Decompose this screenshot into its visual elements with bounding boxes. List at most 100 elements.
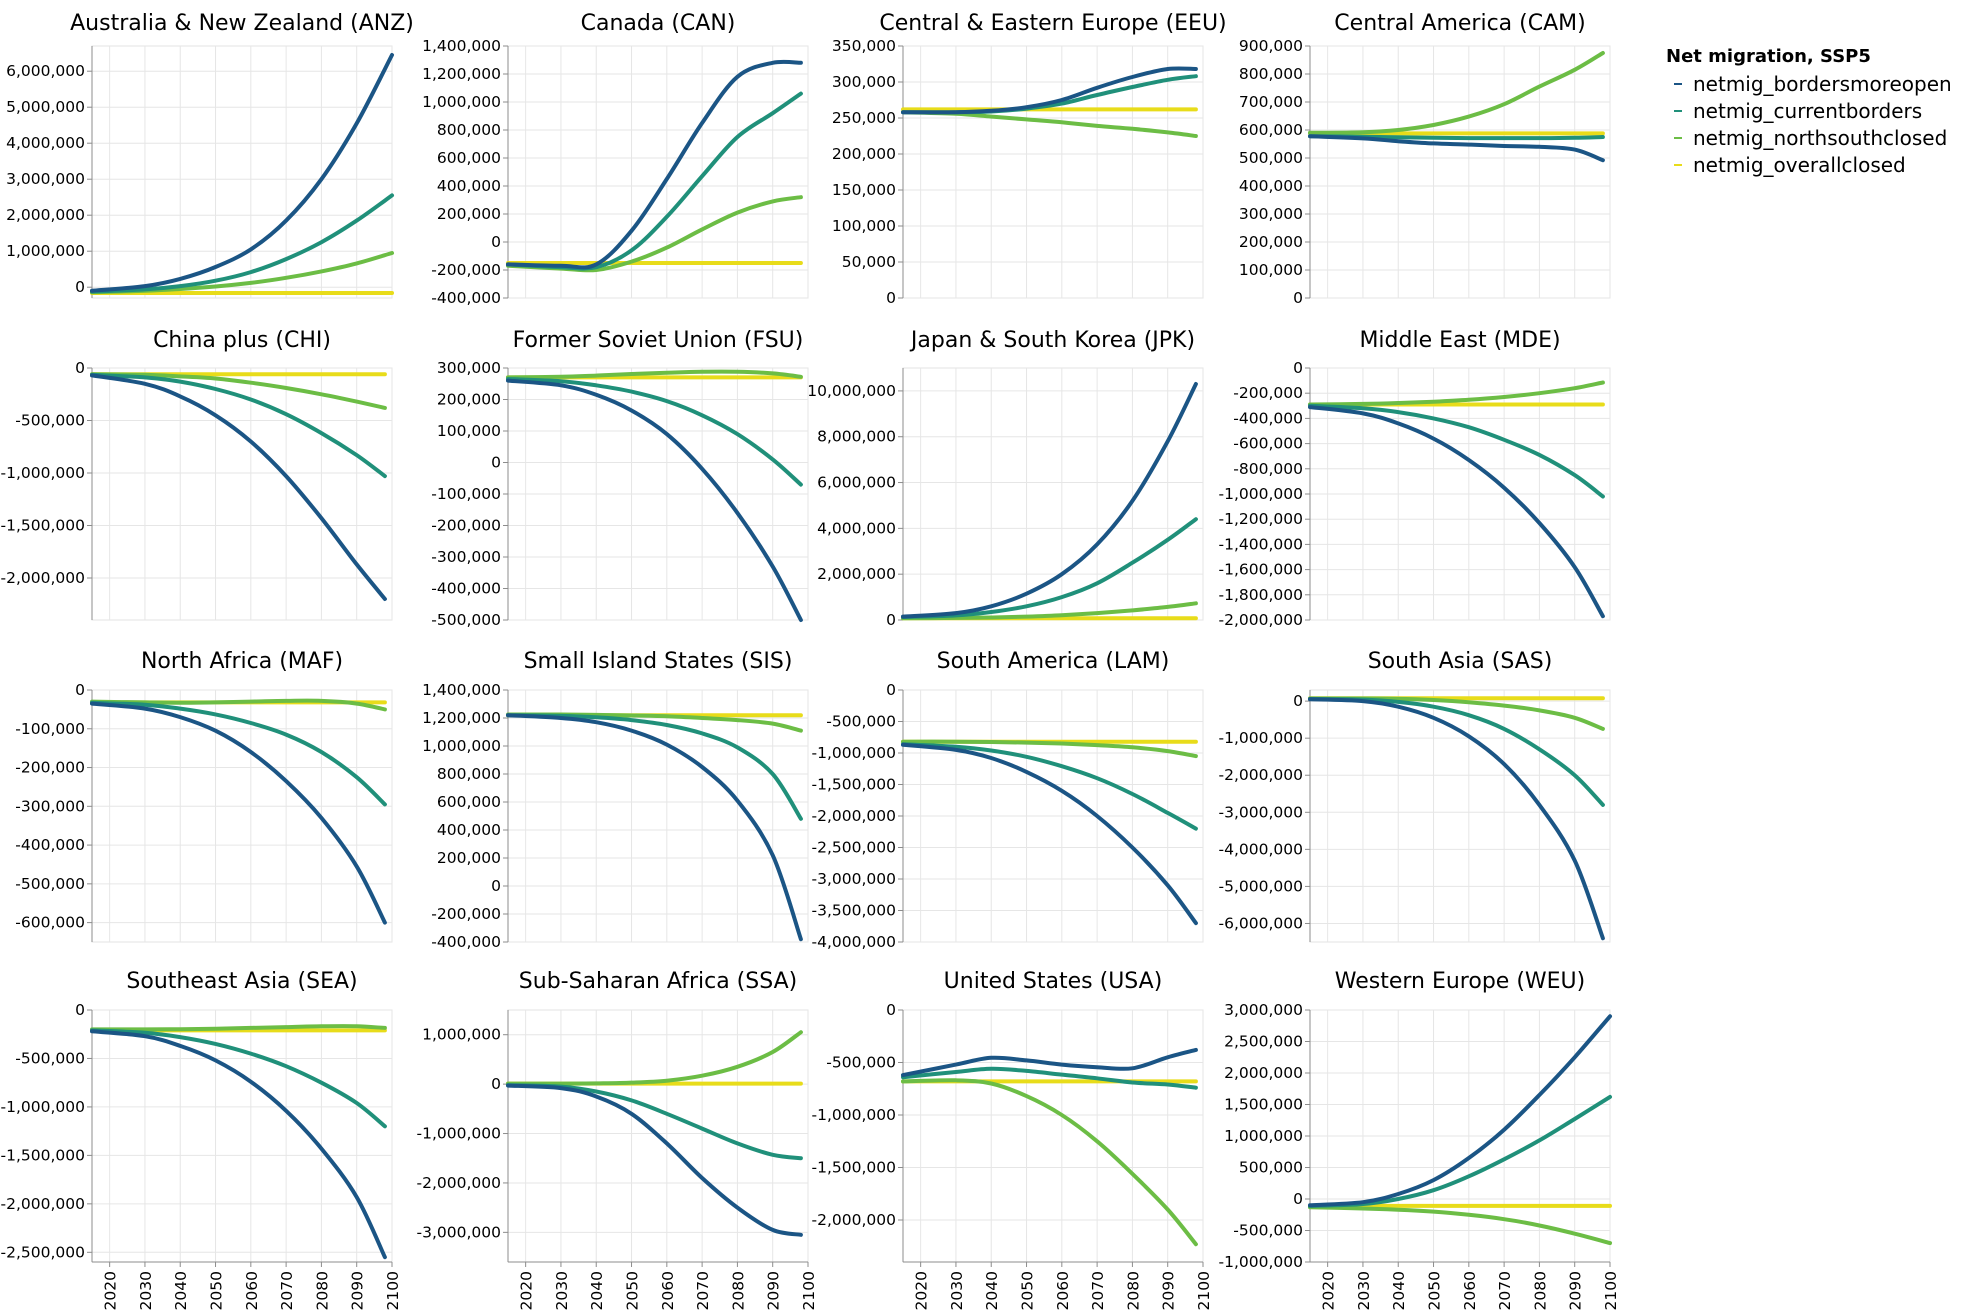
panel-12: -2,500,000 -2,000,000 -1,500,000 -1,000,000… <box>1 969 402 1310</box>
series-line-bordersmoreopen <box>90 53 394 293</box>
series-line-northsouthclosed <box>901 739 1198 759</box>
y-tick-label: -400,000 <box>431 289 501 307</box>
x-tick-label: 2040 <box>588 1271 606 1310</box>
y-tick-label: 1,200,000 <box>422 709 501 727</box>
y-tick-label: 1,000,000 <box>1224 1127 1303 1145</box>
y-tick-label: 0 <box>491 877 501 895</box>
series-line-bordersmoreopen <box>901 742 1198 926</box>
panel-10: -4,000,000 -3,500,000 -3,000,000 -2,500,000… <box>812 649 1204 951</box>
y-tick-label: 6,000,000 <box>6 62 85 80</box>
y-tick-label: -400,000 <box>1233 409 1303 427</box>
series-line-currentborders <box>90 700 387 807</box>
y-tick-label: -300,000 <box>431 548 501 566</box>
x-tick-label: 2080 <box>729 1271 747 1310</box>
y-tick-label: 1,000,000 <box>6 242 85 260</box>
y-tick-label: -1,500,000 <box>1 1146 85 1164</box>
y-tick-label: -200,000 <box>431 261 501 279</box>
y-tick-label: 500,000 <box>1239 149 1303 167</box>
legend-item-overallclosed: netmig_overallclosed <box>1693 153 1906 177</box>
y-tick-label: 0 <box>886 1001 896 1019</box>
panel-2: 0 50,000 100,000 150,000 200,000 250,000 300,0… <box>832 11 1227 307</box>
series-line-northsouthclosed <box>506 195 803 273</box>
y-tick-label: 2,000,000 <box>6 206 85 224</box>
y-tick-label: 100,000 <box>437 422 501 440</box>
plot-frame <box>91 689 393 943</box>
x-tick-label: 2030 <box>553 1271 571 1310</box>
y-tick-label: 0 <box>75 681 85 699</box>
series-line-bordersmoreopen <box>1308 1014 1612 1208</box>
y-tick-label: -3,000,000 <box>417 1223 501 1241</box>
y-tick-label: 400,000 <box>437 177 501 195</box>
y-tick-label: 1,500,000 <box>1224 1096 1303 1114</box>
x-tick-label: 2090 <box>765 1271 783 1310</box>
series-line-currentborders <box>90 193 394 294</box>
panel-title: Canada (CAN) <box>581 11 736 36</box>
series-line-currentborders <box>901 1066 1198 1090</box>
y-tick-label: -2,000,000 <box>812 807 896 825</box>
legend-item-northsouthclosed: netmig_northsouthclosed <box>1693 126 1947 150</box>
panel-title: South America (LAM) <box>937 649 1170 674</box>
plot-frame <box>902 45 1204 299</box>
series-line-bordersmoreopen <box>901 66 1198 115</box>
y-tick-label: 100,000 <box>832 217 896 235</box>
x-tick-label: 2050 <box>208 1271 226 1310</box>
panel-9: -400,000 -200,000 0 200,000 400,000 600,000 80… <box>422 649 809 951</box>
series-line-bordersmoreopen <box>506 378 803 622</box>
y-tick-label: 250,000 <box>832 109 896 127</box>
y-tick-label: 0 <box>75 1001 85 1019</box>
y-tick-label: -1,500,000 <box>1 517 85 535</box>
y-tick-label: 4,000,000 <box>817 519 896 537</box>
y-tick-label: -400,000 <box>15 836 85 854</box>
x-tick-label: 2060 <box>243 1271 261 1310</box>
y-tick-label: 600,000 <box>1239 121 1303 139</box>
series-line-currentborders <box>1308 134 1605 141</box>
x-tick-label: 2020 <box>518 1271 536 1310</box>
plot-frame <box>91 45 393 299</box>
x-tick-label: 2040 <box>983 1271 1001 1310</box>
series-line-northsouthclosed <box>1308 1205 1612 1246</box>
panel-11: -6,000,000 -5,000,000 -4,000,000 -3,000,000… <box>1219 649 1611 943</box>
y-tick-label: -2,000,000 <box>417 1174 501 1192</box>
y-tick-label: 1,400,000 <box>422 37 501 55</box>
panel-3: 0 100,000 200,000 300,000 400,000 500,000 600,… <box>1239 11 1611 307</box>
x-tick-label: 2070 <box>694 1271 712 1310</box>
series-line-northsouthclosed <box>1308 51 1605 135</box>
y-tick-label: -1,000,000 <box>417 1125 501 1143</box>
series-line-northsouthclosed <box>1308 380 1605 407</box>
y-tick-label: -100,000 <box>15 720 85 738</box>
series-line-northsouthclosed <box>90 372 387 410</box>
y-tick-label: 300,000 <box>1239 205 1303 223</box>
x-tick-label: 2050 <box>624 1271 642 1310</box>
series-line-currentborders <box>506 1083 803 1161</box>
series-line-northsouthclosed <box>90 698 387 712</box>
x-tick-label: 2050 <box>1426 1271 1444 1310</box>
y-tick-label: 200,000 <box>437 205 501 223</box>
x-tick-label: 2100 <box>1602 1271 1620 1310</box>
y-tick-label: 8,000,000 <box>817 428 896 446</box>
y-tick-label: -200,000 <box>431 905 501 923</box>
series-line-northsouthclosed <box>90 1024 387 1032</box>
x-tick-label: 2080 <box>313 1271 331 1310</box>
legend: Net migration, SSP5 netmig_bordersmoreope… <box>1666 46 1952 177</box>
y-tick-label: -2,000,000 <box>1219 766 1303 784</box>
y-tick-label: 1,000,000 <box>422 737 501 755</box>
panel-title: Central America (CAM) <box>1334 11 1585 36</box>
y-tick-label: -500,000 <box>15 875 85 893</box>
y-tick-label: 5,000,000 <box>6 98 85 116</box>
y-tick-label: -2,000,000 <box>1 1195 85 1213</box>
panel-title: Central & Eastern Europe (EEU) <box>879 11 1226 36</box>
panel-6: 0 2,000,000 4,000,000 6,000,000 8,000,000 10,… <box>807 328 1204 629</box>
series-line-bordersmoreopen <box>1308 697 1605 941</box>
y-tick-label: -1,400,000 <box>1219 535 1303 553</box>
panel-title: Western Europe (WEU) <box>1335 969 1586 994</box>
x-tick-label: 2100 <box>1195 1271 1213 1310</box>
y-tick-label: 0 <box>1293 289 1303 307</box>
y-tick-label: -1,600,000 <box>1219 561 1303 579</box>
y-tick-label: -2,000,000 <box>1219 611 1303 629</box>
y-tick-label: 3,000,000 <box>1224 1001 1303 1019</box>
panel-title: Middle East (MDE) <box>1359 328 1560 353</box>
x-tick-label: 2100 <box>384 1271 402 1310</box>
y-tick-label: 500,000 <box>1239 1159 1303 1177</box>
x-tick-label: 2020 <box>1320 1271 1338 1310</box>
